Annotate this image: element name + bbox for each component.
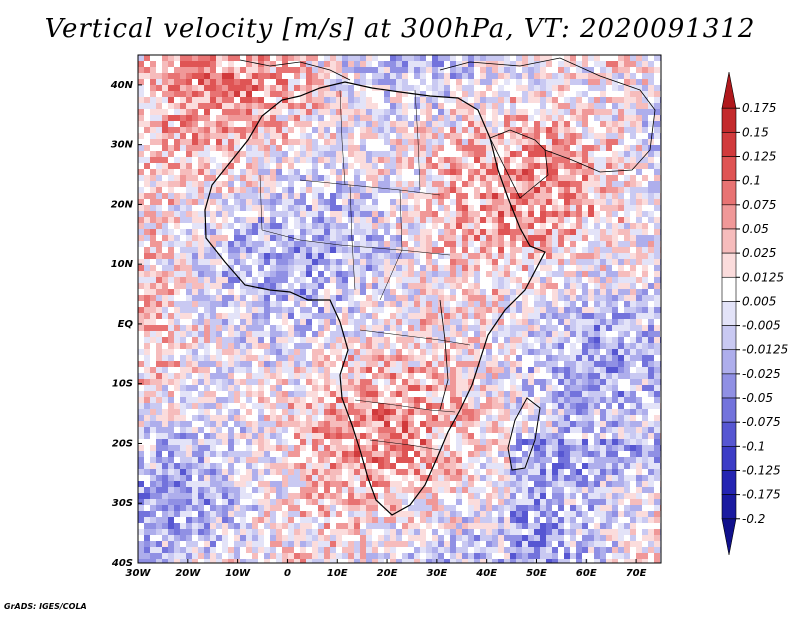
lon-tick-label: 60E <box>576 568 597 579</box>
velocity-field <box>138 55 661 563</box>
lat-tick-label: 20S <box>112 438 133 449</box>
colorbar-label: -0.175 <box>742 488 781 502</box>
colorbar-label: -0.0125 <box>742 343 788 357</box>
colorbar-swatch <box>721 301 737 326</box>
colorbar-label: 0.15 <box>742 125 769 139</box>
colorbar-label: -0.05 <box>742 391 773 405</box>
colorbar-label: -0.125 <box>742 463 781 477</box>
colorbar-label: 0.175 <box>742 101 776 115</box>
colorbar-swatch <box>721 325 737 351</box>
colorbar-label: 0.005 <box>742 294 776 308</box>
lat-tick-label: EQ <box>118 319 134 330</box>
colorbar-label: 0.05 <box>742 222 769 236</box>
lon-tick-label: 0 <box>284 568 291 579</box>
lon-tick-label: 50E <box>526 568 547 579</box>
coastline-africa <box>204 57 656 516</box>
lon-tick-label: 30W <box>126 568 152 579</box>
colorbar-label: -0.2 <box>742 512 765 526</box>
credit-text: GrADS: IGES/COLA <box>4 602 87 611</box>
colorbar-swatch <box>721 397 737 423</box>
colorbar-label: -0.005 <box>742 319 781 333</box>
lon-tick-label: 70E <box>626 568 647 579</box>
latitude-axis: 40N 30N 20N 10N EQ 10S 20S 30S 40S <box>110 80 142 569</box>
lat-tick-label: 10N <box>111 259 134 270</box>
colorbar-swatch <box>721 180 737 206</box>
lon-tick-label: 20E <box>377 568 398 579</box>
lon-tick-label: 10W <box>225 568 251 579</box>
colorbar-swatch <box>721 107 737 133</box>
colorbar-swatch <box>721 470 737 495</box>
colorbar-label: -0.075 <box>742 415 781 429</box>
map-title: Vertical velocity [m/s] at 300hPa, VT: 2… <box>44 14 756 44</box>
lat-tick-label: 30S <box>112 498 133 509</box>
colorbar-swatch <box>721 349 737 375</box>
lon-tick-label: 10E <box>327 568 348 579</box>
colorbar-swatch <box>721 132 737 157</box>
plot-frame <box>137 54 662 564</box>
colorbar-label: 0.0125 <box>742 270 784 284</box>
lon-tick-label: 30E <box>426 568 447 579</box>
colorbar-swatch <box>721 156 737 181</box>
lat-tick-label: 40S <box>111 558 133 569</box>
longitude-axis: 30W 20W 10W 0 10E 20E 30E 40E 50E 60E 70E <box>126 559 647 579</box>
lat-tick-label: 30N <box>111 140 134 151</box>
lon-tick-label: 40E <box>475 568 497 579</box>
colorbar-swatch <box>721 373 737 399</box>
colorbar-swatch <box>721 252 737 278</box>
lat-tick-label: 40N <box>110 80 134 91</box>
colorbar-swatch <box>721 71 737 109</box>
lat-tick-label: 20N <box>111 199 134 210</box>
colorbar-label: 0.125 <box>742 150 776 164</box>
colorbar-swatch <box>721 518 737 556</box>
colorbar-label: 0.075 <box>742 198 776 212</box>
colorbar-label: 0.1 <box>742 174 761 188</box>
colorbar-swatch <box>721 446 737 471</box>
colorbar: 0.175 0.15 0.125 0.1 0.075 0.05 0.025 0.0125 0.0… <box>721 71 788 556</box>
colorbar-label: 0.025 <box>742 246 776 260</box>
colorbar-swatch <box>721 228 737 254</box>
lon-tick-label: 20W <box>175 568 201 579</box>
colorbar-swatch <box>721 204 737 230</box>
colorbar-swatch <box>721 276 737 302</box>
colorbar-swatch <box>721 421 737 447</box>
colorbar-swatch <box>721 494 737 520</box>
lat-tick-label: 10S <box>112 379 133 390</box>
colorbar-label: -0.1 <box>742 439 765 453</box>
colorbar-label: -0.025 <box>742 367 781 381</box>
